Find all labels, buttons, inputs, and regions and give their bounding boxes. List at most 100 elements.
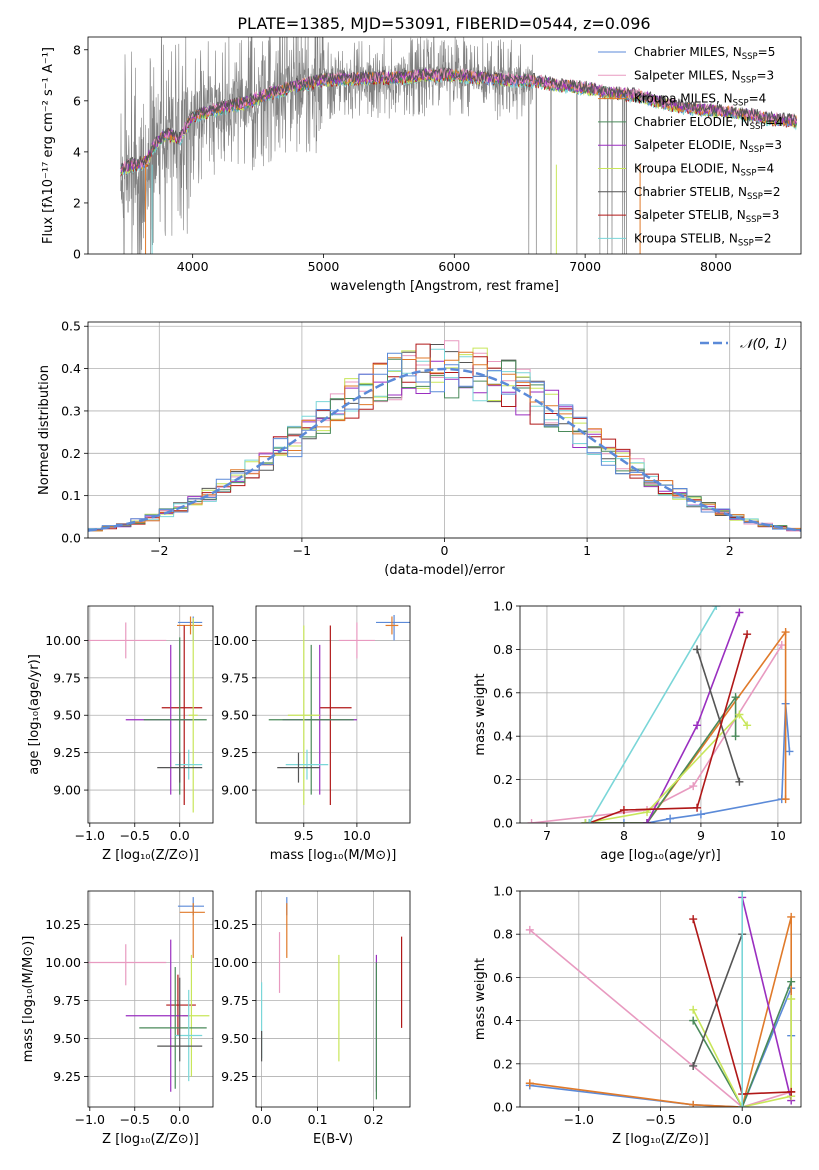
x-tick-label: 6000 <box>438 259 470 274</box>
x-tick-label: 0.1 <box>308 1112 328 1127</box>
legend-entry: Chabrier STELIB, NSSP=2 <box>598 185 781 202</box>
weight-vs-age-panel: 7 8 9 10 0.0 0.2 0.4 0.6 0.8 1.0 age [log₁₀(age/yr… <box>473 599 802 863</box>
errorbar-chabrier-stelib <box>157 977 203 1062</box>
data-point <box>689 915 698 924</box>
errorbar-chabrier-stelib <box>157 752 203 783</box>
legend-label: Chabrier ELODIE, NSSP=4 <box>634 115 783 132</box>
y-tick-label: 1.0 <box>493 599 513 614</box>
x-tick-label: 2 <box>726 543 734 558</box>
legend-label: 𝒩(0, 1) <box>740 337 787 352</box>
legend-label: Salpeter STELIB, NSSP=3 <box>634 208 779 225</box>
x-tick-label: 7 <box>543 828 551 843</box>
y-axis-label: Normed distribution <box>37 365 52 495</box>
series-kroupa-elodie <box>581 710 752 823</box>
histogram-chabrier-miles <box>88 352 801 531</box>
y-tick-label: 9.25 <box>221 1069 249 1084</box>
errorbar-salpeter-elodie <box>125 939 189 1092</box>
series-line <box>585 694 737 823</box>
x-tick-label: −1.0 <box>564 1112 594 1127</box>
data-point <box>781 628 790 637</box>
y-tick-label: 0.8 <box>493 642 513 657</box>
mass-vs-metallicity-panel: −1.0 −0.5 0.0 9.25 9.50 9.75 10.00 10.25 Z [log₁… <box>21 890 214 1147</box>
x-axis-label: Z [log₁₀(Z/Z⊙)] <box>102 1132 199 1147</box>
errorbar-kroupa-miles <box>179 903 205 958</box>
x-tick-label: −1 <box>293 543 311 558</box>
data-point <box>738 1103 747 1107</box>
data-point <box>585 819 594 823</box>
legend-label: Chabrier MILES, NSSP=5 <box>634 45 775 62</box>
legend-label: Chabrier STELIB, NSSP=2 <box>634 185 781 202</box>
errorbar-chabrier-elodie <box>143 637 207 795</box>
x-tick-label: 8000 <box>700 259 732 274</box>
data-point <box>731 732 740 741</box>
data-point <box>619 805 628 814</box>
y-tick-label: 8 <box>73 42 81 57</box>
data-point <box>735 777 744 786</box>
x-tick-label: 0.0 <box>170 1112 190 1127</box>
y-axis-label: age [log₁₀(age/yr)] <box>27 654 42 775</box>
data-point <box>525 1079 534 1088</box>
legend-entry: Kroupa STELIB, NSSP=2 <box>598 231 772 248</box>
data-point <box>619 819 628 823</box>
y-tick-label: 9.75 <box>221 670 249 685</box>
axes-frame <box>519 605 802 824</box>
errorbar-chabrier-elodie <box>139 967 207 1089</box>
x-axis-label: (data-model)/error <box>384 563 505 578</box>
series-line <box>585 713 748 823</box>
spectrum-panel: 4000 5000 6000 7000 8000 0 2 4 6 8 wavelength [Ang… <box>41 36 802 294</box>
data-point <box>781 795 790 804</box>
x-axis-label: wavelength [Angstrom, rest frame] <box>330 279 559 294</box>
x-tick-label: −2 <box>150 543 168 558</box>
series-line <box>588 606 717 823</box>
age-vs-mass-panel: 9.5 10.0 9.00 9.25 9.50 9.75 10.00 mass [log₁₀(… <box>213 605 411 863</box>
data-point <box>643 819 652 823</box>
y-tick-label: 0.6 <box>493 685 513 700</box>
data-point <box>735 608 744 617</box>
series-salpeter-elodie <box>643 608 744 823</box>
axes-frame <box>87 605 214 824</box>
errorbar-chabrier-elodie <box>268 644 354 795</box>
plot-area <box>261 897 403 1100</box>
y-tick-label: 10.00 <box>213 633 249 648</box>
data-point <box>787 912 796 921</box>
errorbar-pink <box>88 944 167 986</box>
legend-label: Kroupa ELODIE, NSSP=4 <box>634 162 774 179</box>
series-chabrier-stelib <box>693 645 744 786</box>
y-tick-label: 9.75 <box>221 993 249 1008</box>
y-tick-label: 9.00 <box>53 783 81 798</box>
y-tick-label: 0.4 <box>61 361 81 376</box>
series-line <box>531 644 783 823</box>
y-tick-label: 4 <box>73 144 81 159</box>
x-tick-label: 0.0 <box>252 1112 272 1127</box>
data-point <box>712 606 721 610</box>
weight-vs-metallicity-panel: −1.0 −0.5 0.0 0.0 0.2 0.4 0.6 0.8 1.0 Z [log₁₀(Z/… <box>473 884 802 1147</box>
figure-title: PLATE=1385, MJD=53091, FIBERID=0544, z=0… <box>237 14 650 33</box>
errorbar-kroupa-miles <box>385 616 399 635</box>
y-tick-label: 9.50 <box>221 708 249 723</box>
series-chabrier-elodie <box>581 693 740 823</box>
x-tick-label: 9.5 <box>294 828 314 843</box>
y-tick-label: 0.5 <box>61 319 81 334</box>
series-kroupa-miles <box>585 628 790 823</box>
data-point <box>696 810 705 819</box>
series-line <box>692 999 792 1107</box>
x-tick-label: −1.0 <box>75 828 105 843</box>
series-line <box>692 933 743 1067</box>
x-tick-label: 0.2 <box>364 1112 384 1127</box>
y-tick-label: 10.25 <box>213 917 249 932</box>
y-tick-label: 9.50 <box>221 1031 249 1046</box>
errorbar-kroupa-elodie <box>287 625 320 806</box>
x-tick-label: 0.0 <box>732 1112 752 1127</box>
y-tick-label: 10.00 <box>45 633 81 648</box>
data-point <box>689 1061 698 1070</box>
y-tick-label: 2 <box>73 195 81 210</box>
mass-vs-ebv-panel: 0.0 0.1 0.2 9.25 9.50 9.75 10.00 10.25 E(B-V) <box>213 890 411 1147</box>
x-tick-label: 10.0 <box>343 828 371 843</box>
y-tick-label: 6 <box>73 93 81 108</box>
y-tick-label: 9.00 <box>221 783 249 798</box>
series-line <box>585 703 791 823</box>
data-point <box>666 814 675 823</box>
y-tick-label: 9.75 <box>53 993 81 1008</box>
series-line <box>529 929 792 1107</box>
